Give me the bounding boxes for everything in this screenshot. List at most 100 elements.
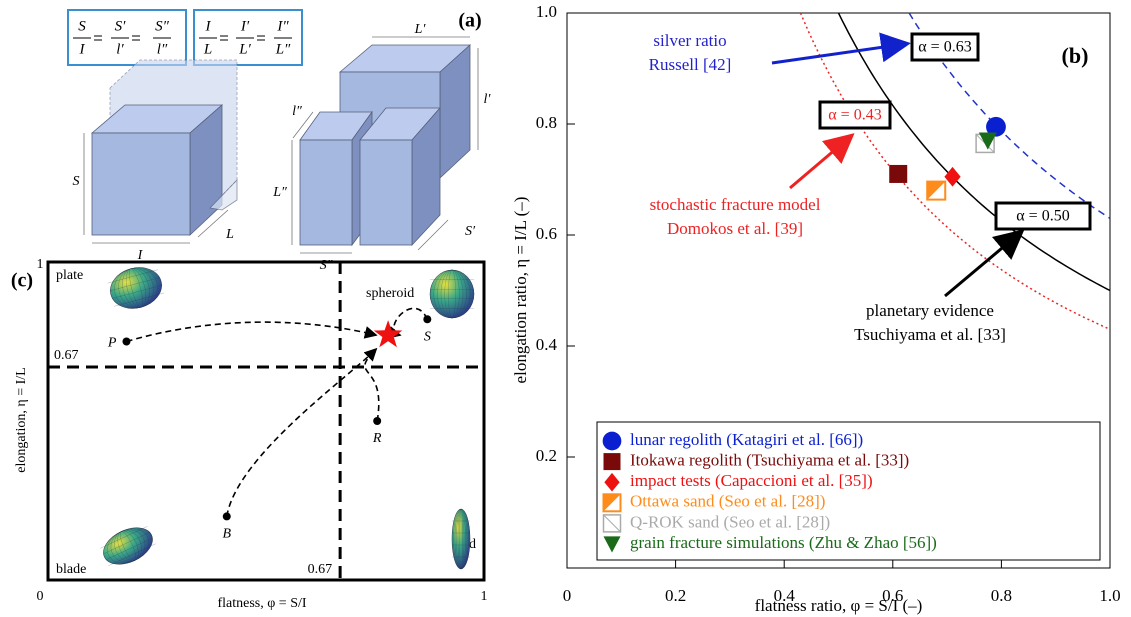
- formula-numerator: I′: [240, 18, 250, 34]
- panel-label: (a): [458, 10, 481, 32]
- dimension-label: l′: [484, 92, 492, 107]
- legend-marker: [603, 536, 621, 553]
- shape-icon-grid: [109, 277, 161, 292]
- marker-shape: [986, 116, 1006, 137]
- curve-label: α = 0.63: [918, 39, 971, 56]
- dimension-label: L″: [272, 185, 287, 200]
- shape-icon-grid: [105, 537, 153, 561]
- trajectory-arrow: [225, 348, 378, 517]
- trajectory-arrow: [126, 321, 378, 343]
- shape-icon-grid: [114, 267, 158, 309]
- threshold-label: 0.67: [308, 562, 333, 577]
- x-tick-label: 0.6: [882, 586, 903, 605]
- x-tick-label: 0.2: [665, 586, 686, 605]
- annotation: stochastic fracture model: [650, 195, 821, 214]
- annotation: silver ratio: [653, 31, 726, 50]
- trajectory-arrow: [363, 348, 380, 422]
- formula-numerator: S″: [155, 18, 170, 34]
- marker-shape: [603, 453, 621, 471]
- y-tick-label: 0.2: [536, 446, 557, 465]
- shape-icon: [100, 526, 156, 566]
- shape-icon-grid: [453, 508, 469, 570]
- region-label: plate: [56, 268, 83, 283]
- y-tick-label: 1: [37, 257, 44, 272]
- marker-shape: [944, 166, 961, 187]
- curve-label-box: [910, 32, 980, 62]
- shape-point: [122, 337, 131, 346]
- annotation: Russell [42]: [649, 55, 732, 74]
- legend-marker: [602, 431, 622, 451]
- annotation-arrow: [771, 32, 911, 65]
- shape-point: [423, 315, 432, 324]
- region-label: blade: [56, 562, 86, 577]
- dimension-label: S″: [320, 258, 333, 273]
- marker: [944, 166, 961, 187]
- y-tick-label: 0.6: [536, 224, 557, 243]
- legend-label: Q-ROK sand (Seo et al. [28]): [630, 512, 830, 531]
- annotation: Tsuchiyama et al. [33]: [854, 325, 1006, 344]
- formula-denominator: l″: [157, 41, 168, 57]
- legend-label: Itokawa regolith (Tsuchiyama et al. [33]…: [630, 451, 909, 470]
- legend-marker: [603, 453, 621, 471]
- formula-numerator: S: [78, 18, 86, 34]
- formula-denominator: L: [203, 41, 212, 57]
- shape-icon-grid: [100, 526, 148, 549]
- dimension-label: S′: [465, 224, 476, 239]
- target-star: [373, 320, 403, 348]
- panel-a: [67, 9, 479, 254]
- panel-label: (c): [11, 270, 33, 292]
- threshold-label: 0.67: [54, 348, 79, 363]
- point-label: S: [424, 329, 431, 344]
- shape-icon-grid: [107, 269, 159, 284]
- formula-denominator: I: [79, 41, 86, 57]
- marker-shape: [604, 472, 620, 492]
- legend-marker: [604, 472, 620, 492]
- x-axis-label: flatness ratio, φ = S/I (–): [755, 596, 923, 615]
- cube-diagram: [83, 59, 238, 244]
- region-label: spheroid: [366, 286, 414, 301]
- shape-icon-grid: [113, 292, 165, 307]
- marker: [978, 132, 997, 150]
- plot-frame: [46, 260, 486, 582]
- y-tick-label: 0.4: [536, 335, 558, 354]
- annotation: planetary evidence: [866, 301, 994, 320]
- curve-label-box: [994, 201, 1092, 231]
- marker-shape: [978, 132, 997, 150]
- legend-label: Ottawa sand (Seo et al. [28]): [630, 492, 825, 511]
- x-tick-label: 0.4: [774, 586, 796, 605]
- legend-box: [596, 421, 1101, 561]
- curve-label: α = 0.43: [828, 107, 881, 124]
- point-label: B: [222, 527, 231, 542]
- marker: [926, 180, 947, 201]
- x-tick-label: 0: [37, 589, 44, 604]
- x-tick-label: 0.8: [991, 586, 1012, 605]
- shape-icon-grid: [107, 528, 149, 564]
- dimension-label: l″: [292, 104, 302, 119]
- marker-shape: [603, 494, 621, 512]
- formula-denominator: l′: [116, 41, 124, 57]
- shape-icon-grid: [103, 531, 151, 555]
- shape-icon: [107, 267, 165, 309]
- dimension-label: L′: [414, 22, 427, 37]
- curve-label: α = 0.50: [1016, 208, 1069, 225]
- y-axis-label: elongation, η = I/L: [14, 367, 29, 472]
- legend-marker: [602, 493, 622, 513]
- marker-shape: [603, 514, 621, 533]
- formula-box: [67, 9, 187, 66]
- y-axis-label: elongation ratio, η = I/L (–): [511, 197, 530, 384]
- annotation-arrow: [789, 133, 855, 190]
- marker-shape: [927, 181, 946, 200]
- legend-label: lunar regolith (Katagiri et al. [66]): [630, 430, 863, 449]
- annotation: Domokos et al. [39]: [667, 219, 803, 238]
- dimension-label: I: [137, 248, 144, 263]
- shape-point: [222, 512, 231, 521]
- marker-shape: [603, 536, 621, 553]
- y-tick-label: 0.8: [536, 113, 557, 132]
- dimension-label: S: [73, 174, 80, 189]
- formula-numerator: S′: [115, 18, 127, 34]
- shape-icon: [429, 269, 475, 319]
- x-axis-label: flatness, φ = S/I: [217, 596, 306, 611]
- x-tick-label: 1.0: [1099, 586, 1120, 605]
- formula-denominator: L″: [275, 41, 291, 57]
- panel-label: (b): [1062, 43, 1089, 68]
